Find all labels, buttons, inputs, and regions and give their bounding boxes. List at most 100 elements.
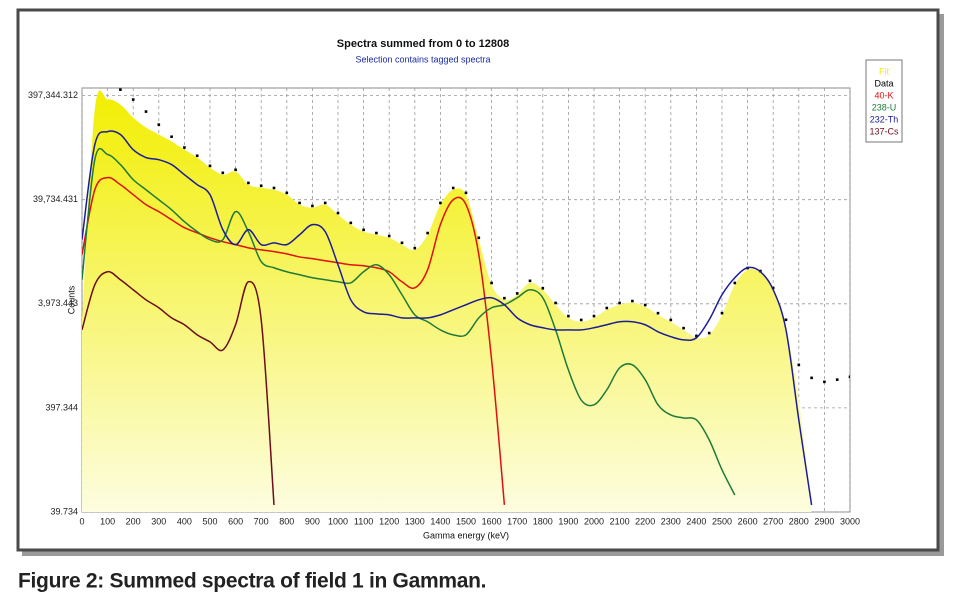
data-point [208,164,212,168]
x-tick-label: 2700 [763,516,783,526]
legend-entry: Data [874,78,893,88]
data-point [464,191,468,195]
data-point [823,380,826,384]
data-point [682,326,685,330]
x-tick-label: 2400 [686,516,706,526]
y-tick-label: 397,344.312 [28,90,78,100]
data-point [349,221,353,225]
data-point [656,311,660,315]
data-point [298,201,301,205]
x-tick-label: 2900 [814,516,834,526]
x-tick-label: 3000 [840,516,860,526]
data-point [618,301,621,305]
figure-caption: Figure 2: Summed spectra of field 1 in G… [18,570,486,593]
x-tick-label: 1100 [354,516,373,526]
x-tick-label: 200 [126,516,141,526]
x-tick-label: 1900 [558,516,578,526]
data-point [592,314,596,318]
data-point [490,281,493,285]
data-point [631,299,634,303]
x-tick-label: 300 [151,516,166,526]
x-tick-label: 2200 [635,516,655,526]
data-point [426,231,429,235]
legend-entry: 40-K [874,90,893,100]
data-point [259,184,263,188]
data-point [528,279,532,283]
series-line [82,130,813,506]
data-point [554,301,557,305]
data-point [157,123,161,126]
x-tick-label: 2800 [789,516,809,526]
x-axis-label: Gamma energy (keV) [423,530,509,540]
series-line [82,147,736,496]
x-tick-label: 0 [79,516,84,526]
data-point [234,168,237,172]
data-point [605,306,609,310]
data-point [400,241,404,245]
data-point [707,331,711,335]
chart-title: Spectra summed from 0 to 12808 [337,38,509,50]
x-tick-label: 900 [305,516,320,526]
data-point [451,186,455,190]
x-tick-label: 2600 [738,516,758,526]
x-tick-label: 1800 [533,516,553,526]
legend-entry: 137-Cs [869,126,899,136]
x-tick-label: 2300 [661,516,681,526]
legend-entry: 232-Th [870,114,899,124]
x-tick-label: 500 [202,516,217,526]
x-tick-label: 2500 [712,516,732,526]
y-tick-label: 39,734.431 [33,194,78,204]
x-tick-label: 1500 [456,516,476,526]
data-point [221,171,225,175]
data-point [797,363,801,367]
data-point [503,296,506,300]
y-tick-label: 397.344 [45,402,78,412]
data-point [170,135,173,139]
x-tick-label: 400 [177,516,192,526]
x-tick-label: 600 [228,516,243,526]
x-tick-label: 1300 [405,516,425,526]
data-point [362,228,365,232]
x-tick-label: 100 [100,516,115,526]
data-point [541,286,545,290]
series-line [82,176,506,506]
data-point [477,236,481,240]
data-point [183,146,186,149]
data-point [323,201,327,205]
data-point [835,378,839,381]
data-point [733,281,737,285]
data-point [669,318,673,322]
data-point [439,201,442,205]
data-point [311,204,314,208]
x-tick-label: 1200 [379,516,399,526]
x-tick-label: 2100 [610,516,630,526]
data-point [579,318,583,322]
data-point [413,246,417,250]
data-point [144,110,148,113]
data-point [784,318,788,322]
data-point [195,154,199,158]
data-point [131,98,135,101]
x-tick-label: 1600 [482,516,502,526]
y-axis-label: Counts [66,285,76,314]
y-tick-label: 39.734 [50,506,78,516]
data-point [285,191,289,195]
x-tick-label: 1400 [430,516,450,526]
legend-entry: Fit [879,66,889,76]
data-point [387,234,391,238]
fit-area [82,90,812,512]
x-tick-label: 800 [279,516,294,526]
data-point [119,88,122,91]
plot-layer [82,88,850,512]
legend-entry: 238-U [872,102,897,112]
legend-box [865,59,903,143]
x-tick-label: 2000 [584,516,604,526]
x-tick-label: 1700 [507,516,527,526]
data-point [567,314,570,318]
data-point [515,292,519,295]
data-point [247,181,250,185]
data-point [643,303,647,307]
x-tick-label: 1000 [328,516,348,526]
